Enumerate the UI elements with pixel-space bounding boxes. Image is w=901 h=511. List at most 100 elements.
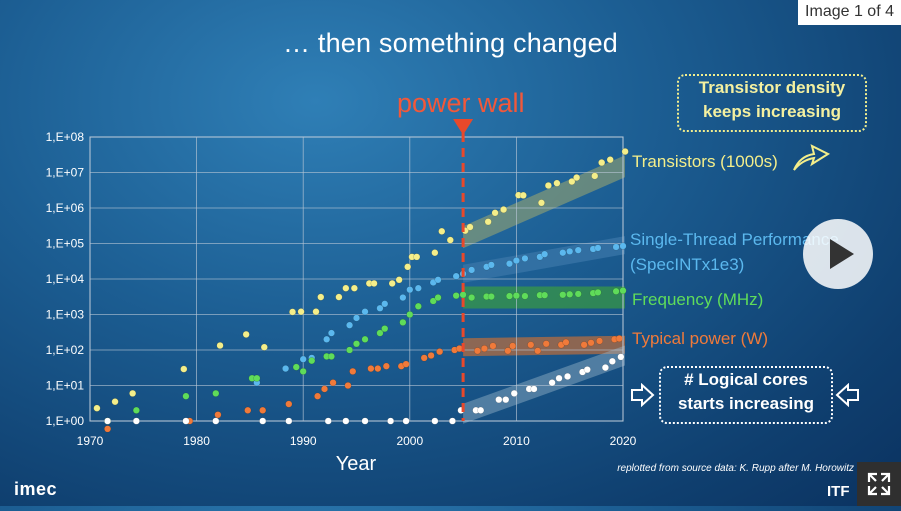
data-point-transistors <box>621 147 629 156</box>
data-point-typical <box>329 379 337 387</box>
data-point-transistors <box>598 159 606 167</box>
data-point-typical <box>402 360 410 368</box>
data-point-transistors <box>500 206 508 214</box>
data-point-typical <box>104 425 112 433</box>
arrow-up-right-icon <box>793 144 831 171</box>
x-tick-label: 1970 <box>77 434 104 448</box>
data-point-# <box>431 417 439 425</box>
data-point-transistors <box>591 172 599 180</box>
data-point-transistors <box>395 276 403 284</box>
data-point-transistors <box>216 341 224 350</box>
data-point-frequency <box>574 290 582 298</box>
cores-callout: # Logical cores starts increasing <box>659 366 833 424</box>
data-point-singlethread <box>594 244 602 252</box>
data-point-typical <box>562 338 570 346</box>
data-point-typical <box>320 385 329 393</box>
cores-callout-line1: # Logical cores <box>684 370 808 389</box>
data-point-transistors <box>544 181 552 190</box>
power-wall-arrowhead <box>453 119 474 135</box>
data-point-singlethread <box>612 243 620 251</box>
data-point-typical <box>542 340 550 348</box>
data-point-transistors <box>317 293 325 301</box>
data-point-singlethread <box>452 272 460 280</box>
label-single-thread-text: Single-Thread Performance (SpecINTx1e3) <box>630 230 839 274</box>
slide-title: … then something changed <box>282 28 619 58</box>
data-points <box>93 147 629 433</box>
x-tick-label: 1980 <box>183 434 210 448</box>
data-point-transistors <box>370 279 378 287</box>
y-tick-label: 1,E+04 <box>46 272 85 286</box>
data-point-singlethread <box>512 257 520 265</box>
data-point-transistors <box>260 343 268 351</box>
data-point-frequency <box>468 294 476 302</box>
data-point-singlethread <box>505 260 514 268</box>
imec-logo: imec <box>14 479 58 499</box>
data-point-transistors <box>606 156 614 164</box>
data-point-# <box>608 357 616 365</box>
data-point-singlethread <box>521 254 529 262</box>
source-credit: replotted from source data: K. Rupp afte… <box>617 463 854 474</box>
data-point-typical <box>382 362 390 370</box>
data-point-transistors <box>342 284 350 292</box>
data-point-typical <box>259 406 267 414</box>
data-point-singlethread <box>559 249 567 257</box>
data-point-frequency <box>352 340 361 348</box>
data-point-# <box>530 385 538 393</box>
data-point-transistors <box>297 308 305 316</box>
data-point-frequency <box>253 374 261 382</box>
data-point-singlethread <box>434 276 442 284</box>
data-point-typical <box>427 351 435 360</box>
image-counter: Image 1 of 4 <box>798 0 901 25</box>
data-point-# <box>477 406 485 414</box>
power-wall-label: power wall <box>397 88 525 118</box>
data-point-frequency <box>487 293 495 301</box>
label-single-thread: Single-Thread Performance (SpecINTx1e3) <box>630 227 860 277</box>
band-cores <box>463 345 625 424</box>
data-point-transistors <box>335 293 343 301</box>
data-point-# <box>182 417 190 425</box>
data-point-typical <box>615 335 623 343</box>
data-point-frequency <box>459 291 467 299</box>
data-point-frequency <box>512 292 520 300</box>
play-button[interactable] <box>803 219 873 289</box>
data-point-typical <box>527 341 535 349</box>
itf-logo: ITF <box>827 483 850 500</box>
data-point-# <box>387 417 395 425</box>
data-point-transistors <box>484 218 492 226</box>
data-point-frequency <box>292 363 300 371</box>
power-wall-line <box>453 119 474 421</box>
arrow-right-icon <box>631 383 655 407</box>
data-point-singlethread <box>327 329 335 337</box>
data-point-transistors <box>413 253 421 261</box>
data-point-# <box>495 396 503 404</box>
data-point-# <box>132 417 140 425</box>
data-point-typical <box>367 365 375 373</box>
trend-bands <box>463 155 625 424</box>
data-point-typical <box>580 341 588 349</box>
data-point-# <box>448 417 456 425</box>
data-point-typical <box>587 339 595 347</box>
data-point-frequency <box>376 329 384 337</box>
data-point-# <box>342 417 350 425</box>
data-point-transistors <box>312 308 320 316</box>
data-point-typical <box>534 347 542 355</box>
data-point-typical <box>504 347 512 355</box>
fullscreen-button[interactable] <box>857 462 901 506</box>
y-tick-label: 1,E+05 <box>46 237 85 251</box>
data-point-# <box>555 374 563 382</box>
data-point-# <box>324 417 332 425</box>
label-power: Typical power (W) <box>632 329 769 348</box>
data-point-typical <box>473 347 482 355</box>
y-tick-label: 1,E+01 <box>46 379 85 393</box>
data-point-typical <box>509 342 517 350</box>
data-point-singlethread <box>566 247 574 255</box>
data-point-typical <box>480 344 488 353</box>
data-point-frequency <box>559 291 567 299</box>
data-point-singlethread <box>574 246 582 254</box>
label-transistors: Transistors (1000s) <box>632 152 778 171</box>
data-point-# <box>510 389 518 397</box>
y-tick-label: 1,E+03 <box>46 308 85 322</box>
y-tick-label: 1,E+06 <box>46 201 85 215</box>
data-point-singlethread <box>619 242 627 250</box>
